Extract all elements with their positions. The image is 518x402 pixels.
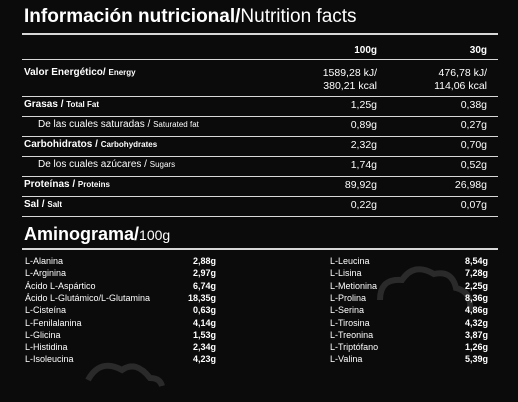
divider	[22, 136, 498, 137]
row-label: Sal / Salt	[24, 199, 62, 210]
amino-name: L-Arginina	[25, 268, 67, 279]
amino-name: L-Isoleucina	[25, 354, 74, 365]
amino-name: L-Histidina	[25, 342, 68, 353]
column-header: 30g	[469, 45, 487, 56]
amino-value: 4,23g	[192, 354, 216, 365]
amino-name: L-Serina	[330, 305, 365, 316]
divider	[22, 196, 498, 197]
value-100g: 380,21 kcal	[323, 80, 377, 92]
aminogram-title-es: Aminograma/	[24, 224, 140, 244]
value-serving: 114,06 kcal	[434, 80, 487, 92]
title-en: Nutrition facts	[240, 6, 357, 27]
label-en: Carbohydrates	[100, 140, 158, 149]
row-label: Proteínas / Proteins	[24, 179, 110, 190]
divider	[22, 216, 498, 217]
row-label: Grasas / Total Fat	[24, 99, 99, 110]
label-es: Sal /	[24, 199, 45, 210]
label-es: Carbohidratos /	[24, 139, 98, 150]
amino-name: L-Tirosina	[330, 317, 370, 328]
divider	[22, 59, 498, 60]
label-en: Salt	[47, 200, 63, 209]
amino-name: L-Glicina	[25, 329, 61, 340]
amino-value: 6,74g	[192, 280, 216, 291]
cloud-decoration	[377, 266, 474, 311]
value-serving: 476,78 kJ/	[438, 67, 487, 79]
value-100g: 0,89g	[350, 119, 377, 131]
value-100g: 1,74g	[350, 159, 377, 171]
label-en: Energy	[108, 68, 136, 77]
title-es: Información nutricional/	[24, 6, 241, 27]
value-serving: 0,52g	[460, 159, 487, 171]
amino-value: 3,87g	[464, 329, 488, 340]
cloud-decoration	[85, 362, 165, 387]
value-100g: 0,22g	[350, 199, 377, 211]
amino-name: L-Prolina	[330, 292, 367, 303]
row-label: Valor Energético/ Energy	[24, 67, 136, 78]
amino-value: 5,39g	[464, 354, 488, 365]
divider	[22, 96, 498, 97]
amino-name: Ácido L-Aspártico	[25, 280, 96, 291]
divider	[22, 33, 498, 35]
aminogram-unit: 100g	[139, 227, 171, 243]
row-label: Carbohidratos / Carbohydrates	[24, 139, 157, 150]
label-es: Grasas /	[24, 99, 64, 110]
amino-value: 0,63g	[192, 305, 216, 316]
amino-value: 1,53g	[192, 329, 216, 340]
value-100g: 89,92g	[344, 179, 377, 191]
value-serving: 26,98g	[454, 179, 487, 191]
divider	[22, 248, 498, 250]
title: Información nutricional/Nutrition facts	[24, 6, 357, 28]
value-serving: 0,07g	[460, 199, 487, 211]
label-es: Valor Energético/	[24, 67, 106, 78]
value-100g: 2,32g	[350, 139, 377, 151]
label-en: Saturated fat	[153, 120, 199, 129]
amino-name: L-Alanina	[25, 256, 64, 266]
amino-value: 8,36g	[464, 292, 488, 303]
amino-name: L-Metionina	[330, 280, 378, 291]
amino-value: 4,86g	[464, 305, 488, 316]
amino-value: 2,25g	[464, 280, 488, 291]
value-100g: 1,25g	[350, 99, 377, 111]
amino-name: L-Triptófano	[330, 342, 379, 353]
amino-name: Ácido L-Glutámico/L-Glutamina	[25, 292, 151, 303]
amino-name: L-Cisteína	[25, 305, 67, 316]
amino-name: L-Leucina	[330, 256, 370, 266]
label-en: Proteins	[77, 180, 110, 189]
value-100g: 1589,28 kJ/	[322, 67, 377, 79]
amino-name: L-Treonina	[330, 329, 374, 340]
amino-value: 2,88g	[192, 256, 216, 266]
amino-value: 2,97g	[192, 268, 216, 279]
amino-value: 18,35g	[187, 292, 216, 303]
label-es: De las cuales saturadas /	[38, 119, 151, 130]
value-serving: 0,38g	[460, 99, 487, 111]
amino-value: 2,34g	[192, 342, 216, 353]
amino-name: L-Lisina	[330, 268, 362, 279]
value-serving: 0,70g	[460, 139, 487, 151]
amino-value: 4,14g	[192, 317, 216, 328]
label-es: Proteínas /	[24, 179, 76, 190]
divider	[22, 156, 498, 157]
amino-name: L-Fenilalanina	[25, 317, 82, 328]
aminogram-title: Aminograma/100g	[24, 224, 170, 245]
amino-value: 7,28g	[464, 268, 488, 279]
label-en: Total Fat	[66, 100, 100, 109]
amino-name: L-Valina	[330, 354, 363, 365]
amino-value: 1,26g	[464, 342, 488, 353]
row-label: De las cuales saturadas / Saturated fat	[38, 119, 199, 130]
divider	[22, 176, 498, 177]
amino-value: 8,54g	[464, 256, 488, 266]
label-en: Sugars	[149, 160, 176, 169]
column-header: 100g	[354, 45, 377, 56]
value-serving: 0,27g	[460, 119, 487, 131]
label-es: De los cuales azúcares /	[38, 159, 147, 170]
row-label: De los cuales azúcares / Sugars	[38, 159, 175, 170]
divider	[22, 116, 498, 117]
amino-value: 4,32g	[464, 317, 488, 328]
